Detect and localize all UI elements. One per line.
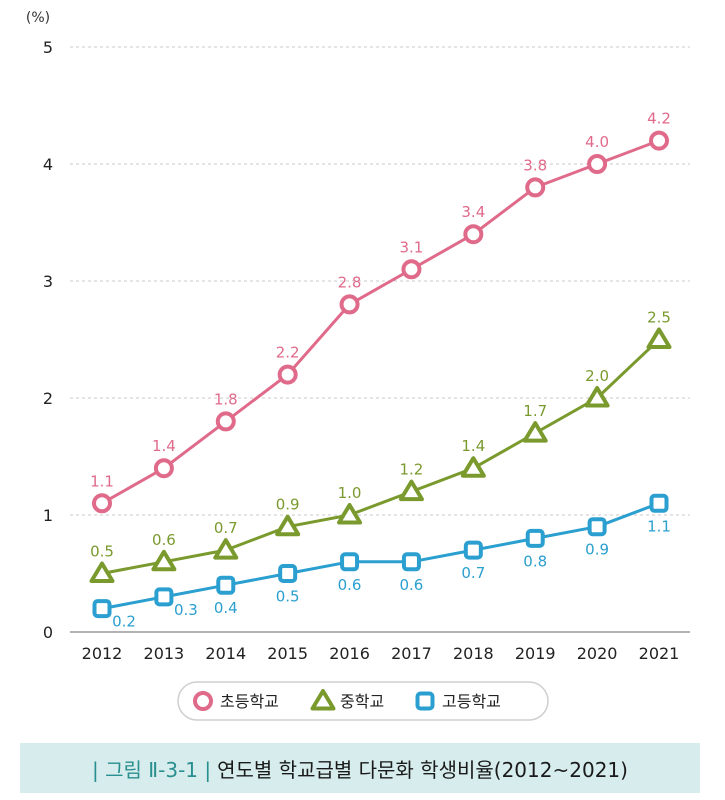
data-label: 1.4 bbox=[461, 437, 485, 455]
data-point bbox=[89, 561, 115, 583]
data-point bbox=[337, 503, 363, 525]
data-label: 1.2 bbox=[400, 461, 424, 479]
data-point bbox=[522, 421, 548, 443]
data-point bbox=[584, 386, 610, 408]
data-point bbox=[398, 479, 424, 502]
data-point bbox=[277, 364, 298, 385]
legend-marker bbox=[193, 691, 213, 711]
data-label: 3.8 bbox=[523, 156, 547, 174]
data-point bbox=[463, 540, 483, 560]
y-tick-label: 4 bbox=[43, 155, 53, 174]
data-label: 0.3 bbox=[174, 601, 198, 619]
data-point bbox=[339, 294, 360, 315]
x-tick-label: 2016 bbox=[329, 644, 370, 663]
data-point bbox=[401, 259, 422, 280]
data-label: 1.4 bbox=[152, 437, 176, 455]
x-tick-label: 2015 bbox=[267, 644, 308, 663]
data-label: 1.1 bbox=[90, 472, 114, 490]
data-label: 0.2 bbox=[112, 613, 136, 631]
series-line bbox=[101, 501, 660, 611]
data-label: 0.9 bbox=[585, 541, 609, 559]
data-point bbox=[92, 493, 112, 514]
data-label: 0.8 bbox=[523, 552, 547, 570]
x-tick-label: 2017 bbox=[391, 644, 432, 663]
data-point bbox=[587, 154, 608, 174]
data-point bbox=[216, 575, 236, 595]
figure-label: | 그림 Ⅱ-3-1 | bbox=[92, 757, 212, 782]
data-point bbox=[587, 517, 607, 537]
data-point bbox=[215, 411, 236, 432]
data-label: 1.0 bbox=[338, 484, 362, 502]
data-point bbox=[340, 552, 360, 572]
legend-marker bbox=[415, 691, 435, 711]
x-tick-label: 2012 bbox=[82, 644, 123, 663]
data-point bbox=[213, 538, 239, 560]
y-tick-label: 0 bbox=[43, 623, 53, 642]
y-tick-label: 2 bbox=[43, 389, 53, 408]
data-label: 0.6 bbox=[338, 576, 362, 594]
data-point bbox=[525, 177, 546, 198]
series-triangle: 0.5 0.6 0.7 0.9 1.0 1.2 1.4 1.7 2.0 2.5 bbox=[89, 309, 672, 583]
series-line bbox=[101, 139, 660, 505]
data-label: 1.8 bbox=[214, 390, 238, 408]
data-label: 0.5 bbox=[90, 543, 114, 561]
data-point bbox=[463, 224, 484, 245]
figure-caption: | 그림 Ⅱ-3-1 | 연도별 학교급별 다문화 학생비율(2012~2021… bbox=[20, 743, 700, 793]
data-label: 0.7 bbox=[214, 519, 238, 537]
x-tick-label: 2021 bbox=[639, 644, 680, 663]
data-point bbox=[525, 528, 545, 548]
data-point bbox=[278, 564, 298, 583]
x-tick-label: 2018 bbox=[453, 644, 494, 663]
chart-title: 연도별 학교급별 다문화 학생비율(2012~2021) bbox=[217, 757, 628, 782]
data-label: 0.6 bbox=[152, 531, 176, 549]
legend: 초등학교 중학교 고등학교 bbox=[177, 681, 549, 721]
data-label: 1.1 bbox=[647, 517, 671, 535]
data-label: 3.4 bbox=[461, 203, 485, 221]
data-label: 2.0 bbox=[585, 367, 609, 385]
x-tick-label: 2013 bbox=[144, 644, 185, 663]
y-tick-label: 3 bbox=[43, 272, 53, 291]
data-label: 2.8 bbox=[338, 273, 362, 291]
data-point bbox=[649, 493, 669, 513]
series-square: 0.2 0.3 0.4 0.5 0.6 0.6 0.7 0.8 0.9 1.1 bbox=[92, 493, 671, 631]
legend-marker bbox=[310, 689, 336, 711]
data-label: 0.7 bbox=[461, 564, 485, 582]
legend-label: 초등학교 bbox=[220, 692, 279, 711]
data-label: 4.2 bbox=[647, 110, 671, 128]
line-chart: (%) 0 1 2 3 4 5 2012 2013 2014 2015 2016 2017 2018 201… bbox=[26, 10, 690, 721]
data-label: 1.7 bbox=[523, 402, 547, 420]
x-tick-label: 2019 bbox=[515, 644, 556, 663]
data-point bbox=[151, 549, 177, 572]
y-tick-label: 5 bbox=[43, 38, 53, 57]
data-point bbox=[649, 130, 669, 151]
data-label: 2.2 bbox=[276, 344, 300, 362]
legend-item: 고등학교 bbox=[415, 691, 501, 711]
data-point bbox=[646, 327, 672, 349]
data-point bbox=[153, 458, 174, 479]
legend-label: 중학교 bbox=[340, 692, 384, 711]
x-tick-label: 2014 bbox=[205, 644, 246, 663]
data-point bbox=[154, 587, 174, 607]
data-label: 4.0 bbox=[585, 133, 609, 151]
data-point bbox=[92, 599, 112, 619]
data-point bbox=[460, 456, 486, 478]
x-tick-label: 2020 bbox=[577, 644, 618, 663]
data-label: 0.9 bbox=[276, 496, 300, 514]
y-axis-unit-label: (%) bbox=[26, 10, 50, 26]
legend-item: 초등학교 bbox=[193, 691, 279, 711]
legend-label: 고등학교 bbox=[442, 692, 501, 711]
series-circle: 1.1 1.4 1.8 2.2 2.8 3.1 3.4 3.8 4.0 4.2 bbox=[90, 110, 671, 514]
legend-item: 중학교 bbox=[310, 689, 384, 711]
data-label: 0.6 bbox=[400, 576, 424, 594]
data-label: 0.4 bbox=[214, 599, 238, 617]
data-label: 2.5 bbox=[647, 309, 671, 327]
y-tick-label: 1 bbox=[43, 506, 53, 525]
data-label: 0.5 bbox=[276, 588, 300, 606]
legend-box bbox=[177, 681, 549, 721]
data-point bbox=[275, 514, 301, 537]
data-label: 3.1 bbox=[400, 238, 424, 256]
series-line bbox=[101, 338, 661, 575]
data-point bbox=[401, 552, 421, 572]
